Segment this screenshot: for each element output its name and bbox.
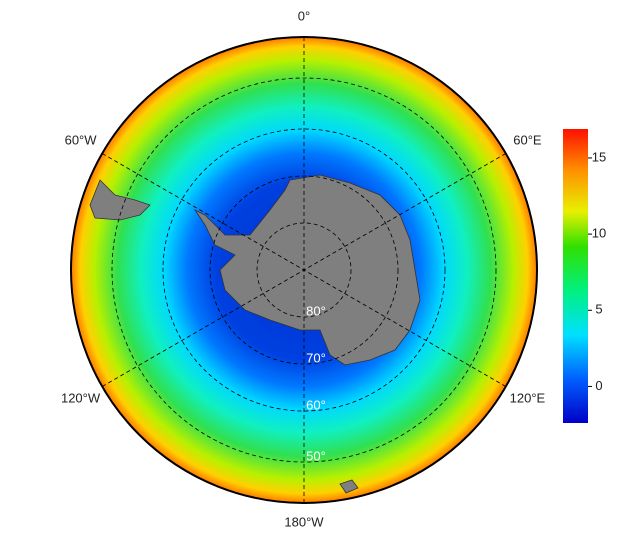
meridian [102, 153, 506, 387]
colorbar-tick-label: 10 [592, 226, 606, 241]
colorbar-tick-label: 15 [592, 149, 606, 164]
colorbar [563, 129, 588, 423]
island [339, 479, 359, 494]
lat-label: 70° [306, 350, 326, 365]
map-area [70, 36, 538, 504]
lon-label: 120°W [61, 390, 101, 405]
lat-label: 50° [306, 448, 326, 463]
south-america [89, 179, 151, 221]
lon-label: 60°W [65, 132, 98, 147]
lon-label: 120°E [510, 390, 546, 405]
lon-label: 60°E [513, 132, 542, 147]
lat-label: 60° [306, 397, 326, 412]
parallel [162, 128, 446, 412]
map-border [70, 36, 538, 504]
graticule [102, 37, 506, 503]
antarctica [193, 174, 421, 366]
colorbar-tick-label: 5 [595, 302, 602, 317]
colorbar-tick-label: 0 [595, 378, 602, 393]
parallel [111, 77, 497, 463]
lat-label: 80° [306, 303, 326, 318]
parallel [256, 222, 352, 318]
lon-label: 0° [298, 8, 310, 23]
parallel [209, 175, 399, 365]
lon-label: 180°W [284, 514, 324, 529]
